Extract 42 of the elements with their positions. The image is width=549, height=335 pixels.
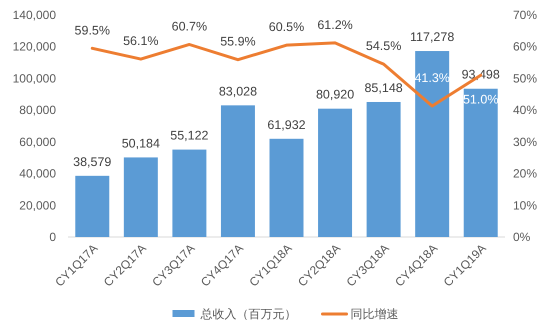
data-label: 59.5% [74,23,110,38]
y-tick-label: 140,000 [12,8,56,22]
data-label: 54.5% [366,39,402,54]
legend-label: 总收入（百万元） [200,307,296,321]
y-tick-label: 40,000 [19,166,56,181]
bar [75,176,110,237]
bar [366,102,401,237]
data-label: 83,028 [218,84,258,98]
y-tick-label: 60,000 [19,134,56,149]
bar [318,108,352,237]
y2-tick-label: 0% [513,230,531,244]
y-tick-label: 120,000 [12,40,56,54]
y-tick-label: 80,000 [19,103,56,118]
y-tick-label: 0 [49,230,56,244]
data-label: 55.9% [220,34,256,49]
data-label: 38,579 [73,154,112,169]
data-label: 60.5% [268,20,304,34]
data-label: 61.2% [317,18,353,32]
data-label: 61,932 [267,118,306,132]
bar [415,51,450,237]
bar [124,157,158,237]
bar [172,150,206,237]
bar [220,105,255,237]
data-label: 80,920 [316,88,354,102]
data-label: 85,148 [364,80,403,95]
y2-tick-label: 50% [513,71,538,86]
bar [464,88,498,237]
y2-tick-label: 10% [513,198,538,212]
y2-tick-label: 70% [513,8,538,22]
data-label: 60.7% [172,19,208,34]
y2-tick-label: 60% [513,40,538,54]
legend-label: 同比增速 [350,307,398,321]
data-label: 50,184 [122,136,160,150]
y2-tick-label: 30% [513,134,538,149]
y-tick-label: 20,000 [19,198,56,212]
y2-tick-label: 40% [513,103,538,118]
data-label: 55,122 [170,128,209,143]
y-tick-label: 100,000 [12,71,56,86]
bar [270,138,304,237]
y2-tick-label: 20% [513,166,538,181]
data-label: 56.1% [123,34,159,48]
data-label: 117,278 [410,30,454,44]
